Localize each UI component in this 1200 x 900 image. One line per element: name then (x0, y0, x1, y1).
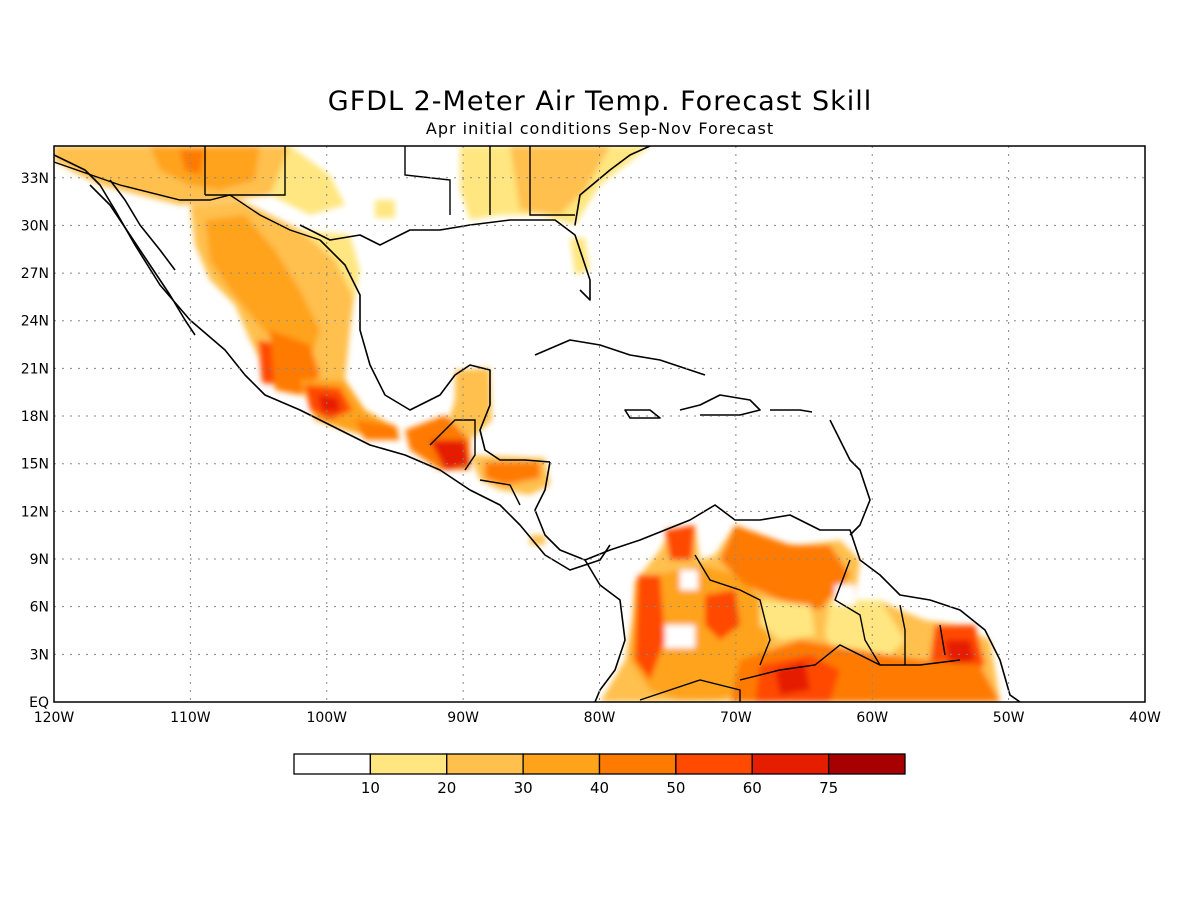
y-tick-label: 27N (21, 266, 49, 282)
y-tick-label: 6N (30, 600, 49, 616)
y-tick-label: 12N (21, 504, 49, 520)
shade-brazil-deep (775, 662, 810, 695)
skill-shading (54, 146, 1000, 702)
shade-us-spot (180, 150, 205, 175)
shade-mexico-light (300, 230, 360, 300)
map-title: GFDL 2-Meter Air Temp. Forecast Skill (327, 86, 873, 117)
y-axis-labels: EQ 3N 6N 9N 12N 15N 18N 21N 24N 27N 30N 33N (21, 171, 49, 711)
colorbar-swatch (293, 753, 372, 775)
colorbar-labels: 10 20 30 40 50 60 75 (361, 779, 838, 797)
shade-mexico-core (205, 215, 320, 360)
y-tick-label: 9N (30, 552, 49, 568)
border-honduras (479, 479, 521, 506)
coast-caribbean-ca (534, 461, 586, 561)
x-tick-label: 40W (1129, 710, 1161, 726)
border-venezuela-guyana (834, 559, 881, 666)
coast-hispaniola (679, 394, 761, 416)
y-tick-label: 24N (21, 314, 49, 330)
colorbar-swatch (675, 753, 753, 775)
colorbar-swatch (827, 753, 906, 775)
shade-jalisco-edge (270, 330, 320, 395)
colorbar-swatch (446, 753, 524, 775)
shade-oaxaca (355, 420, 400, 440)
colorbar-swatch (369, 753, 448, 775)
x-tick-label: 90W (447, 710, 479, 726)
shade-venezuela (720, 525, 850, 610)
borders (54, 146, 961, 702)
x-tick-label: 50W (993, 710, 1025, 726)
colorbar-label: 50 (666, 779, 685, 797)
y-tick-label: 30N (21, 218, 49, 234)
border-brazil (739, 644, 961, 681)
map-subtitle: Apr initial conditions Sep-Nov Forecast (425, 119, 775, 138)
shade-yucatan (445, 368, 492, 440)
border-colombia-venezuela (694, 554, 771, 666)
border-us-mexico (54, 161, 321, 241)
x-tick-label: 80W (584, 710, 616, 726)
coast-south-america (584, 504, 1021, 702)
x-tick-label: 60W (856, 710, 888, 726)
coast-cuba (534, 339, 706, 376)
shade-sa-white-2 (680, 570, 698, 590)
colorbar (293, 753, 906, 775)
shade-sa-white-1 (665, 625, 695, 648)
shade-guatemala (430, 440, 470, 470)
shade-colombia-spot (705, 590, 740, 640)
x-tick-label: 100W (306, 710, 347, 726)
colorbar-swatch (522, 753, 601, 775)
border-guatemala (429, 419, 476, 471)
x-tick-label: 110W (170, 710, 211, 726)
colorbar-label: 40 (590, 779, 609, 797)
colorbar-swatch (751, 753, 830, 775)
colorbar-label: 20 (437, 779, 456, 797)
coast-baja (89, 184, 196, 336)
coast-jamaica (624, 409, 661, 419)
shade-us-border-light (270, 146, 345, 215)
colorbar-label: 60 (743, 779, 762, 797)
colorbar-label: 10 (361, 779, 380, 797)
shade-colombia-north (665, 525, 695, 560)
x-tick-label: 70W (720, 710, 752, 726)
y-tick-label: 33N (21, 171, 49, 187)
coast-gulf-california (109, 179, 176, 271)
colorbar-label: 75 (819, 779, 838, 797)
coast-antilles (829, 419, 871, 536)
y-tick-label: 3N (30, 647, 49, 663)
plot-frame (53, 145, 1146, 703)
y-tick-label: 21N (21, 361, 49, 377)
colorbar-swatch (598, 753, 677, 775)
border-colombia-peru (639, 679, 741, 702)
shade-colombia-west (635, 575, 665, 680)
shade-gulf-coast (375, 200, 395, 218)
shade-guerrero-core (318, 395, 340, 412)
coast-gulf-mexico (319, 239, 551, 463)
y-tick-label: 15N (21, 457, 49, 473)
shade-sa-white-3 (835, 585, 855, 605)
colorbar-label: 30 (514, 779, 533, 797)
shade-southeast-core (510, 146, 610, 215)
border-us-states (204, 146, 575, 216)
coast-atlantic-us (574, 146, 651, 226)
border-guyana-suriname (899, 604, 946, 665)
shade-venezuela-light (760, 600, 815, 640)
y-tick-label: EQ (29, 695, 49, 711)
x-axis-labels: 120W 110W 100W 90W 80W 70W 60W 50W 40W (34, 710, 1161, 726)
grid (54, 146, 1145, 702)
coast-puerto-rico (770, 409, 813, 413)
y-tick-label: 18N (21, 409, 49, 425)
x-tick-label: 120W (34, 710, 75, 726)
shade-honduras-core (485, 462, 540, 485)
